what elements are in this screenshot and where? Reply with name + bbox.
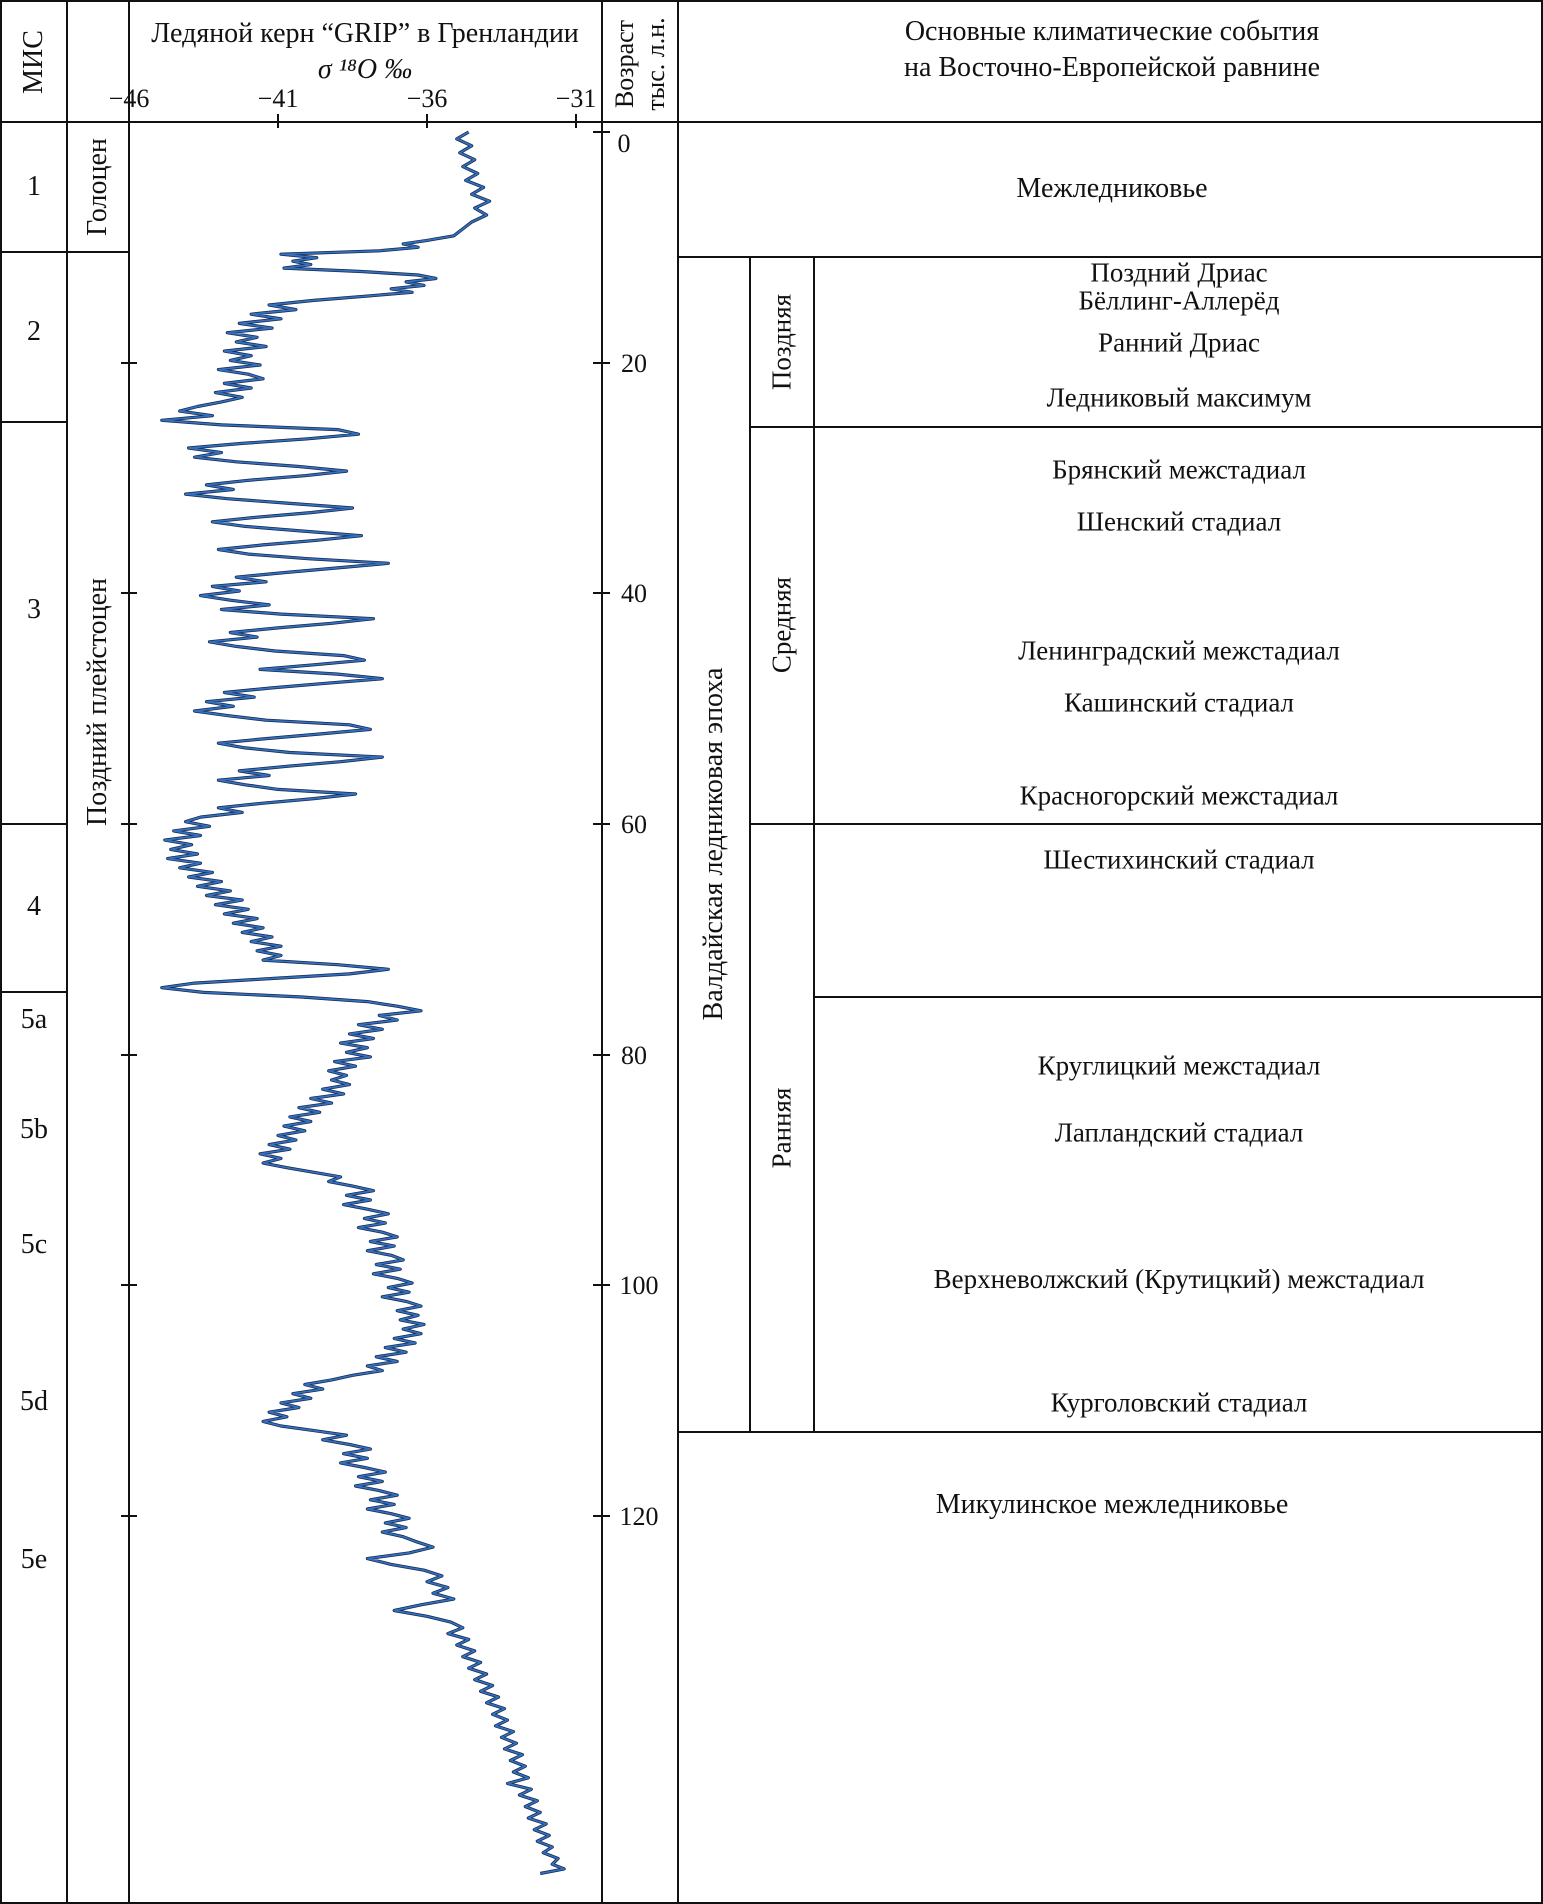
grip-chart <box>160 130 566 1876</box>
event-shestikha-stadial: Шестихинский стадиал <box>1043 844 1315 875</box>
mis-stage-2: 2 <box>27 316 41 347</box>
divider-line <box>750 426 1541 428</box>
mis-stage-4: 4 <box>27 891 41 922</box>
chart-title-line1: Ледяной керн “GRIP” в Гренландии <box>151 18 579 49</box>
grip-curve <box>160 131 565 1875</box>
age-tick-label: 0 <box>617 129 631 158</box>
age-tick-mark <box>121 1515 137 1517</box>
x-tick-label: −41 <box>257 84 299 113</box>
mis-stage-5d: 5d <box>20 1386 48 1417</box>
event-interglacial-top: Межледниковье <box>1016 173 1208 204</box>
age-tick-label: 80 <box>621 1041 647 1070</box>
age-tick-mark <box>121 1054 137 1056</box>
age-tick-mark <box>121 362 137 364</box>
mis-stage-3: 3 <box>27 594 41 625</box>
mis-stage-5a: 5a <box>20 1004 48 1035</box>
divider-line <box>814 996 1541 998</box>
age-tick-mark <box>593 823 610 825</box>
divider-line <box>677 2 679 1902</box>
stage-middle-label: Средняя <box>766 576 797 674</box>
divider-line <box>66 2 68 1902</box>
x-tick-label: −36 <box>406 84 448 113</box>
divider-line <box>128 2 130 1902</box>
age-tick-mark <box>593 131 610 133</box>
stage-late-label: Поздняя <box>766 293 797 391</box>
mis-stage-5e: 5e <box>20 1544 48 1575</box>
divider-line <box>813 256 815 1433</box>
age-tick-mark <box>593 1284 610 1286</box>
age-tick-label: 40 <box>621 579 647 608</box>
age-tick-mark <box>121 1284 137 1286</box>
age-tick-mark <box>593 1054 610 1056</box>
mis-stage-1: 1 <box>27 171 41 202</box>
age-tick-mark <box>121 823 137 825</box>
divider-line <box>2 251 129 253</box>
valdai-epoch-label: Валдайская ледниковая эпоха <box>698 667 729 1021</box>
stage-early-label: Ранняя <box>766 1087 797 1169</box>
event-leningrad-interstadial: Ленинградский межстадиал <box>1018 635 1340 666</box>
event-upper-volga-interstadial: Верхневолжский (Крутицкий) межстадиал <box>933 1264 1425 1295</box>
event-lapland-stadial: Лапландский стадиал <box>1054 1117 1304 1148</box>
event-bryansk-interstadial: Брянский межстадиал <box>1052 454 1306 485</box>
x-tick-mark <box>128 114 130 128</box>
event-early-dryas: Ранний Дриас <box>1098 327 1260 358</box>
divider-line <box>678 1431 1541 1433</box>
divider-line <box>2 421 67 423</box>
divider-line <box>601 2 603 1902</box>
divider-line <box>749 256 751 1433</box>
epoch-holocene-label: Голоцен <box>82 138 113 236</box>
x-tick-mark <box>277 114 279 128</box>
divider-line <box>2 991 67 993</box>
age-tick-label: 100 <box>619 1271 659 1300</box>
event-krasnogorsk-interstadial: Красногорский межстадиал <box>1019 780 1339 811</box>
chart-title-line2: σ ¹⁸O ‰ <box>317 54 413 85</box>
divider-line <box>678 256 1541 258</box>
event-mikulino-interglacial: Микулинское межледниковье <box>935 1489 1289 1520</box>
mis-header-label: МИС <box>18 30 49 94</box>
events-title-line1: Основные климатические события <box>904 16 1320 47</box>
event-late-dryas: Поздний Дриас <box>1090 257 1268 288</box>
age-tick-mark <box>593 1515 610 1517</box>
age-tick-label: 20 <box>621 349 647 378</box>
divider-line <box>750 823 1541 825</box>
event-glacial-maximum: Ледниковый максимум <box>1046 382 1312 413</box>
x-tick-label: −46 <box>108 84 150 113</box>
event-kruglitsa-interstadial: Круглицкий межстадиал <box>1037 1050 1321 1081</box>
age-tick-label: 120 <box>619 1502 659 1531</box>
age-tick-mark <box>593 362 610 364</box>
x-tick-mark <box>426 114 428 128</box>
x-tick-label: −31 <box>555 84 597 113</box>
age-axis-label: Возраст тыс. л.н. <box>609 17 670 111</box>
header-divider-line <box>2 121 1541 123</box>
age-tick-label: 60 <box>621 810 647 839</box>
event-bolling-allerod: Бёллинг-Аллерёд <box>1078 285 1280 316</box>
x-tick-mark <box>575 114 577 128</box>
divider-line <box>2 823 67 825</box>
events-title-line2: на Восточно-Европейской равнине <box>903 52 1321 83</box>
mis-stage-5c: 5c <box>20 1229 48 1260</box>
mis-stage-5b: 5b <box>20 1114 48 1145</box>
age-tick-mark <box>593 592 610 594</box>
event-kurgolovo-stadial: Курголовский стадиал <box>1050 1387 1308 1418</box>
event-kashin-stadial: Кашинский стадиал <box>1063 687 1295 718</box>
age-tick-mark <box>121 592 137 594</box>
event-shensk-stadial: Шенский стадиал <box>1076 506 1282 537</box>
epoch-late-pleistocene-label: Поздний плейстоцен <box>82 577 113 827</box>
